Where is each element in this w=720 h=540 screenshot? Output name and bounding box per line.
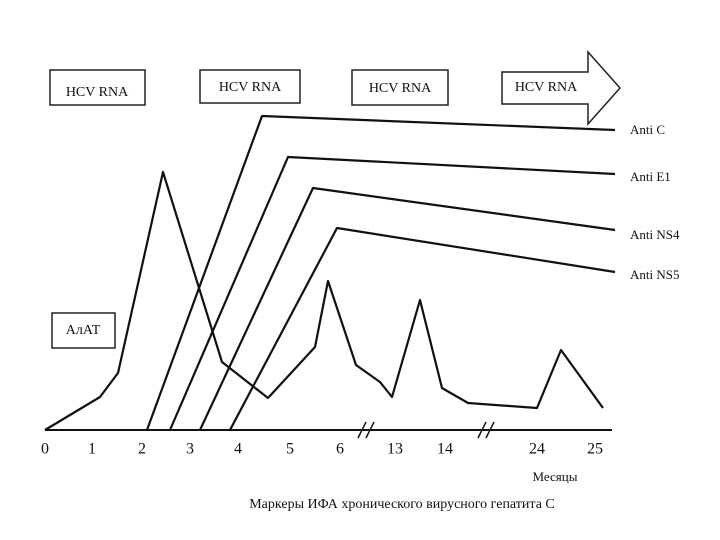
marker-label: Anti E1 xyxy=(630,169,671,184)
x-tick-label: 6 xyxy=(336,441,344,458)
anti-c-line xyxy=(145,114,616,431)
axis-breaks xyxy=(357,421,495,439)
hcv-box xyxy=(199,69,301,104)
x-tick-label: 24 xyxy=(529,441,545,458)
x-tick-label: 25 xyxy=(587,441,603,458)
x-tick-label: 2 xyxy=(138,441,146,458)
marker-label: Anti NS5 xyxy=(630,267,679,282)
box-label: HCV RNA xyxy=(66,85,129,100)
alat-line xyxy=(44,170,604,431)
alat-label: АлАТ xyxy=(66,323,101,338)
x-tick-label: 4 xyxy=(234,441,242,458)
anti-e1-line xyxy=(168,155,616,431)
box-label: HCV RNA xyxy=(515,80,578,95)
hcv-box xyxy=(351,69,449,106)
x-tick-label: 3 xyxy=(186,441,194,458)
x-tick-label: 5 xyxy=(286,441,294,458)
alat-box xyxy=(51,312,116,349)
hcv-arrow xyxy=(501,50,622,126)
marker-label: Anti C xyxy=(630,122,665,137)
x-tick-label: 13 xyxy=(387,441,403,458)
anti-ns5-line xyxy=(229,226,616,431)
box-label: HCV RNA xyxy=(369,81,432,96)
x-tick-label: 1 xyxy=(88,441,96,458)
hcv-box xyxy=(49,69,146,106)
marker-label: Anti NS4 xyxy=(630,227,680,242)
caption: Маркеры ИФА хронического вирусного гепат… xyxy=(249,497,555,512)
box-label: HCV RNA xyxy=(219,80,282,95)
x-tick-label: 14 xyxy=(437,441,453,458)
x-tick-label: 0 xyxy=(41,441,49,458)
anti-ns4-line xyxy=(199,186,616,431)
x-axis-title: Месяцы xyxy=(533,469,578,484)
